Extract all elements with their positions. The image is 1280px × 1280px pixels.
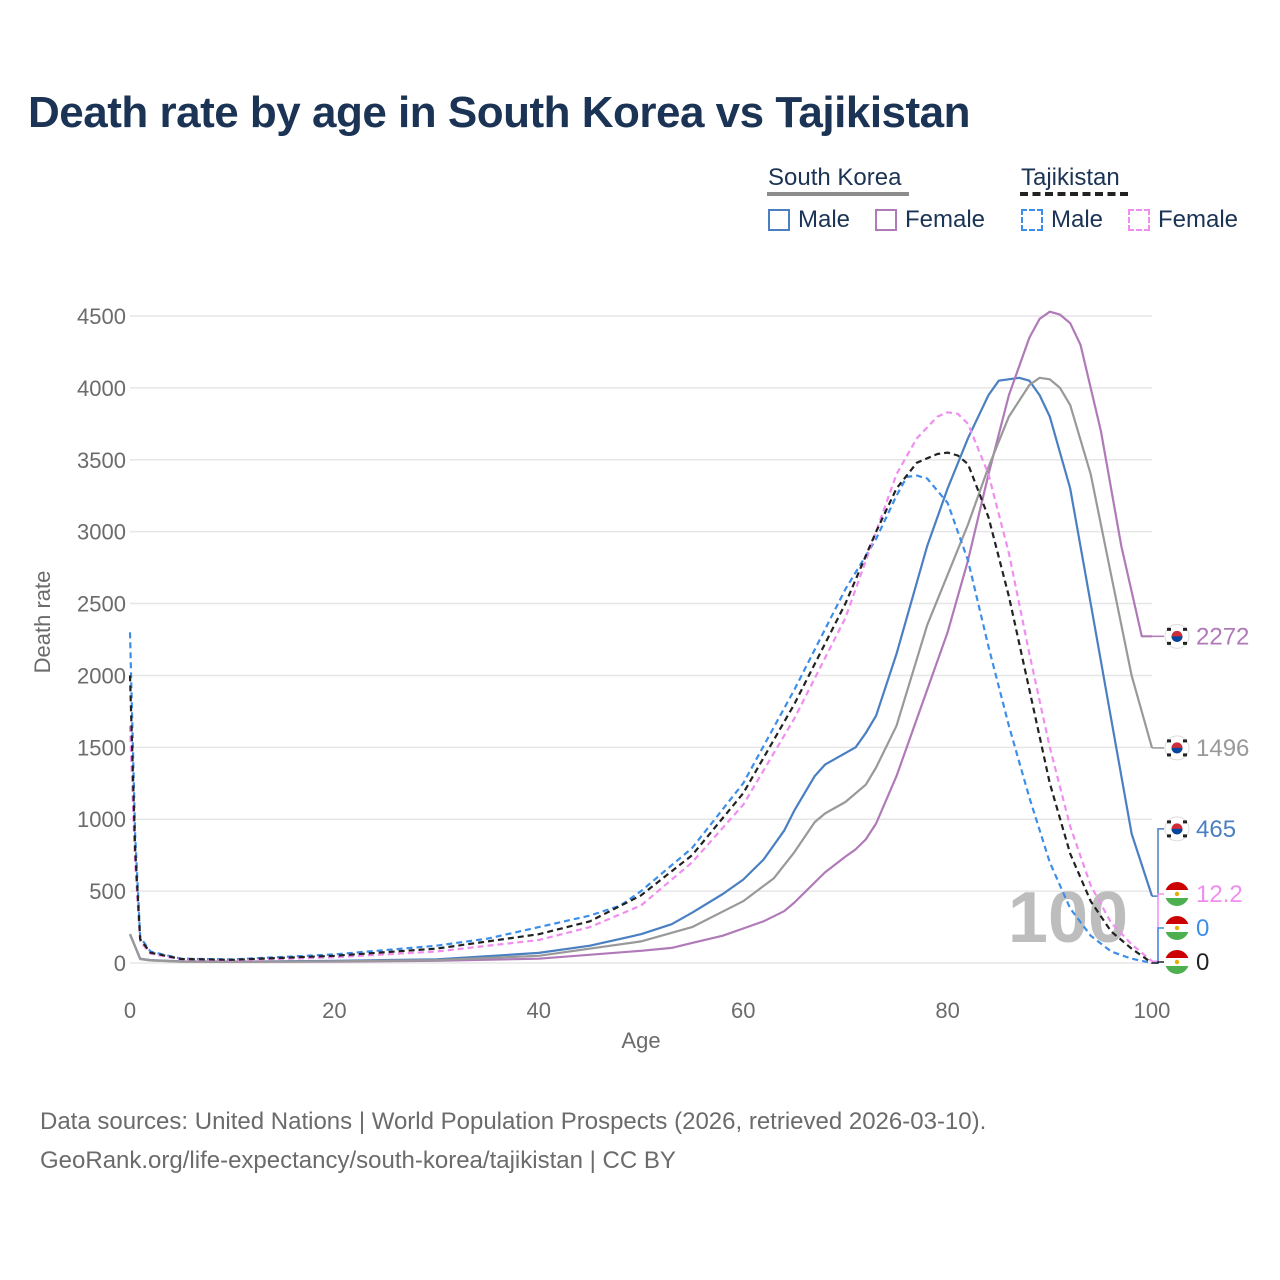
legend-swatch-tajikistan-female — [1128, 209, 1150, 231]
legend-underline-tajikistan — [1020, 192, 1128, 196]
y-tick-label: 2500 — [77, 592, 126, 617]
y-axis-ticks: 0 500 1000 1500 2000 2500 3000 3500 4000 4500 — [77, 304, 126, 976]
grid — [130, 315, 1152, 964]
flag-trigram — [1183, 753, 1187, 757]
flag-crown — [1174, 891, 1180, 897]
flag-taegeuk-bottom — [1171, 747, 1183, 754]
flag-crown — [1174, 925, 1180, 931]
legend-swatch-tajikistan-male — [1021, 209, 1043, 231]
y-tick-label: 1500 — [77, 735, 126, 760]
end-label-value: 1496 — [1196, 735, 1249, 762]
flag-crown — [1174, 959, 1180, 965]
series-line-tajikistan-male — [128, 474, 1153, 965]
legend-underline-south-korea — [767, 192, 909, 196]
legend-label-tajikistan-male: Male — [1051, 206, 1104, 233]
legend-label-south-korea-female: Female — [905, 206, 986, 233]
x-tick-label: 80 — [935, 998, 959, 1023]
flag-stripes — [1165, 882, 1189, 906]
legend-label-tajikistan-female: Female — [1158, 206, 1239, 233]
x-tick-label: 60 — [731, 998, 755, 1023]
end-label-value: 0 — [1196, 915, 1209, 942]
chart-title: Death rate by age in South Korea vs Taji… — [28, 88, 971, 137]
x-axis-ticks: 0 20 40 60 80 100 — [124, 998, 1170, 1023]
flag-stripe-green — [1165, 932, 1189, 940]
end-label-value: 2272 — [1196, 623, 1249, 650]
flag-trigram — [1183, 834, 1187, 838]
legend-swatch-south-korea-male — [768, 209, 790, 231]
x-tick-label: 100 — [1134, 998, 1171, 1023]
y-tick-label: 3500 — [77, 448, 126, 473]
age-watermark: 100 — [1008, 878, 1128, 958]
legend-swatch-south-korea-female — [875, 209, 897, 231]
y-tick-label: 0 — [114, 951, 126, 976]
y-tick-label: 3000 — [77, 520, 126, 545]
end-labels: 2272 1496 465 12.2 0 0 — [1152, 623, 1249, 976]
y-tick-label: 500 — [89, 879, 126, 904]
flag-trigram — [1183, 627, 1187, 631]
flag-trigram — [1167, 834, 1171, 838]
legend-label-south-korea-male: Male — [798, 206, 851, 233]
end-label-connector — [1152, 828, 1164, 897]
legend-item-tajikistan-female[interactable]: Female — [1128, 206, 1238, 234]
tajikistan-flag-icon — [1165, 950, 1189, 974]
legend-group-title-tajikistan: Tajikistan — [1021, 164, 1120, 191]
y-axis-label: Death rate — [30, 571, 55, 674]
flag-trigram — [1167, 753, 1171, 757]
legend-item-south-korea-female[interactable]: Female — [875, 206, 985, 234]
series-line-south-korea-all — [128, 376, 1154, 963]
end-label-value: 465 — [1196, 816, 1236, 843]
y-tick-label: 1000 — [77, 807, 126, 832]
x-tick-label: 0 — [124, 998, 136, 1023]
x-tick-label: 20 — [322, 998, 346, 1023]
flag-stripe-red — [1165, 950, 1189, 958]
south-korea-flag-icon — [1164, 735, 1190, 761]
flag-trigram — [1167, 739, 1171, 743]
legend-item-tajikistan-male[interactable]: Male — [1021, 206, 1103, 234]
legend-item-south-korea-male[interactable]: Male — [768, 206, 850, 234]
footer-link[interactable]: GeoRank.org/life-expectancy/south-korea/… — [40, 1147, 676, 1174]
flag-stripe-red — [1165, 882, 1189, 890]
y-tick-label: 4000 — [77, 376, 126, 401]
x-axis-label: Age — [621, 1028, 660, 1053]
flag-stripes — [1165, 916, 1189, 940]
flag-stripes — [1165, 950, 1189, 974]
flag-trigram — [1167, 627, 1171, 631]
x-tick-label: 40 — [527, 998, 551, 1023]
y-tick-label: 4500 — [77, 304, 126, 329]
flag-stripe-red — [1165, 916, 1189, 924]
flag-trigram — [1167, 820, 1171, 824]
flag-stripe-green — [1165, 966, 1189, 974]
series-line-south-korea-male — [128, 376, 1154, 963]
south-korea-flag-icon — [1164, 816, 1190, 842]
legend-group-tajikistan[interactable]: Tajikistan — [1021, 164, 1120, 192]
series-lines — [128, 310, 1154, 965]
legend-group-title-south-korea: South Korea — [768, 164, 902, 191]
end-label-connector — [1152, 927, 1164, 964]
flag-trigram — [1183, 739, 1187, 743]
tajikistan-flag-icon — [1165, 882, 1189, 906]
end-label-value: 12.2 — [1196, 881, 1243, 908]
series-line-tajikistan-all — [128, 451, 1153, 964]
footer-sources: Data sources: United Nations | World Pop… — [40, 1108, 987, 1135]
flag-taegeuk-bottom — [1171, 636, 1183, 642]
flag-trigram — [1183, 820, 1187, 824]
tajikistan-flag-icon — [1165, 916, 1189, 940]
legend-group-south-korea[interactable]: South Korea — [768, 164, 901, 192]
flag-stripe-green — [1165, 898, 1189, 906]
y-tick-label: 2000 — [77, 663, 126, 688]
south-korea-flag-icon — [1164, 623, 1190, 649]
end-label-connector — [1152, 961, 1164, 964]
flag-taegeuk-bottom — [1171, 828, 1183, 835]
series-line-south-korea-female — [128, 310, 1152, 963]
flag-trigram — [1183, 641, 1187, 645]
flag-trigram — [1167, 641, 1171, 645]
end-label-value: 0 — [1196, 949, 1209, 976]
